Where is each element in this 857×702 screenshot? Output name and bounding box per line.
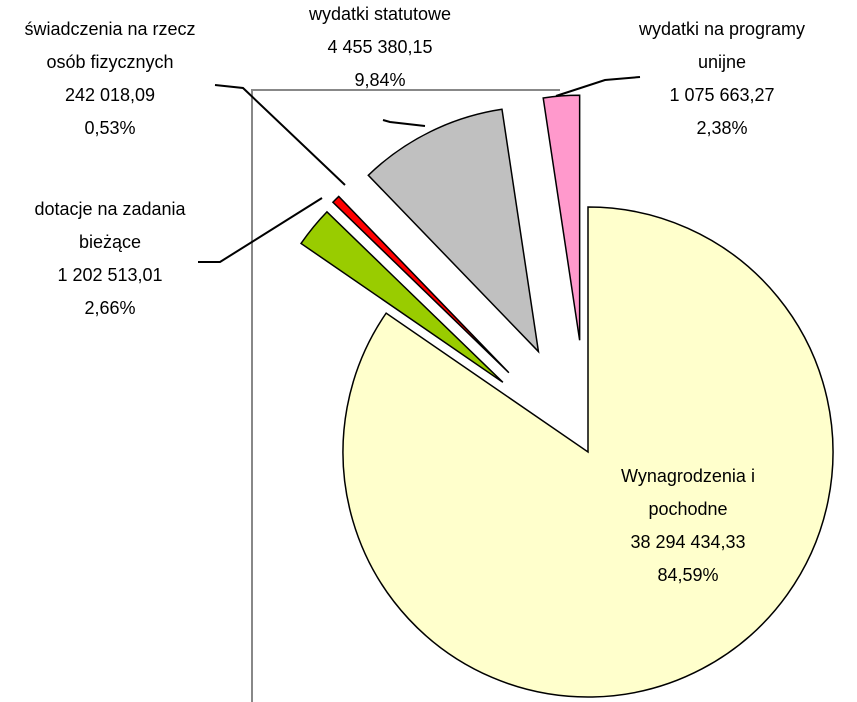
slice-label-value: 4 455 380,15 — [327, 37, 432, 57]
label-line: bieżące — [79, 232, 141, 252]
slice-label-value: 242 018,09 — [65, 85, 155, 105]
label-line: wydatki statutowe — [308, 4, 451, 24]
slice-label-name: wydatki na programy unijne — [638, 19, 805, 72]
slice-label-value: 38 294 434,33 — [630, 532, 745, 552]
label-line: dotacje na zadania — [34, 199, 186, 219]
slice-label-value: 1 202 513,01 — [57, 265, 162, 285]
slice-label-value: 1 075 663,27 — [669, 85, 774, 105]
label-line: Wynagrodzenia i — [621, 466, 755, 486]
slice-label-name: Wynagrodzenia i pochodne — [621, 466, 755, 519]
leader-line — [382, 119, 426, 127]
leader-line — [198, 197, 323, 263]
slice-label-percent: 9,84% — [354, 70, 405, 90]
pie-slice — [300, 210, 504, 383]
pie-slice — [331, 195, 510, 374]
slice-label-percent: 84,59% — [657, 565, 718, 585]
slice-label-percent: 2,66% — [84, 298, 135, 318]
plot-frame — [251, 89, 560, 702]
slice-label-name: dotacje na zadania bieżące — [34, 199, 186, 252]
label-line: wydatki na programy — [638, 19, 805, 39]
label-line: osób fizycznych — [46, 52, 173, 72]
label-line: pochodne — [648, 499, 727, 519]
label-line: unijne — [698, 52, 746, 72]
slice-label-name: wydatki statutowe — [308, 4, 451, 24]
label-line: świadczenia na rzecz — [24, 19, 195, 39]
pie-slice — [342, 206, 834, 698]
pie-slice — [367, 108, 540, 354]
slice-label-name: świadczenia na rzecz osób fizycznych — [24, 19, 195, 72]
leader-line — [214, 84, 346, 186]
slice-label-percent: 0,53% — [84, 118, 135, 138]
slice-label-percent: 2,38% — [696, 118, 747, 138]
leader-line — [555, 76, 641, 97]
pie-slice — [542, 94, 581, 341]
